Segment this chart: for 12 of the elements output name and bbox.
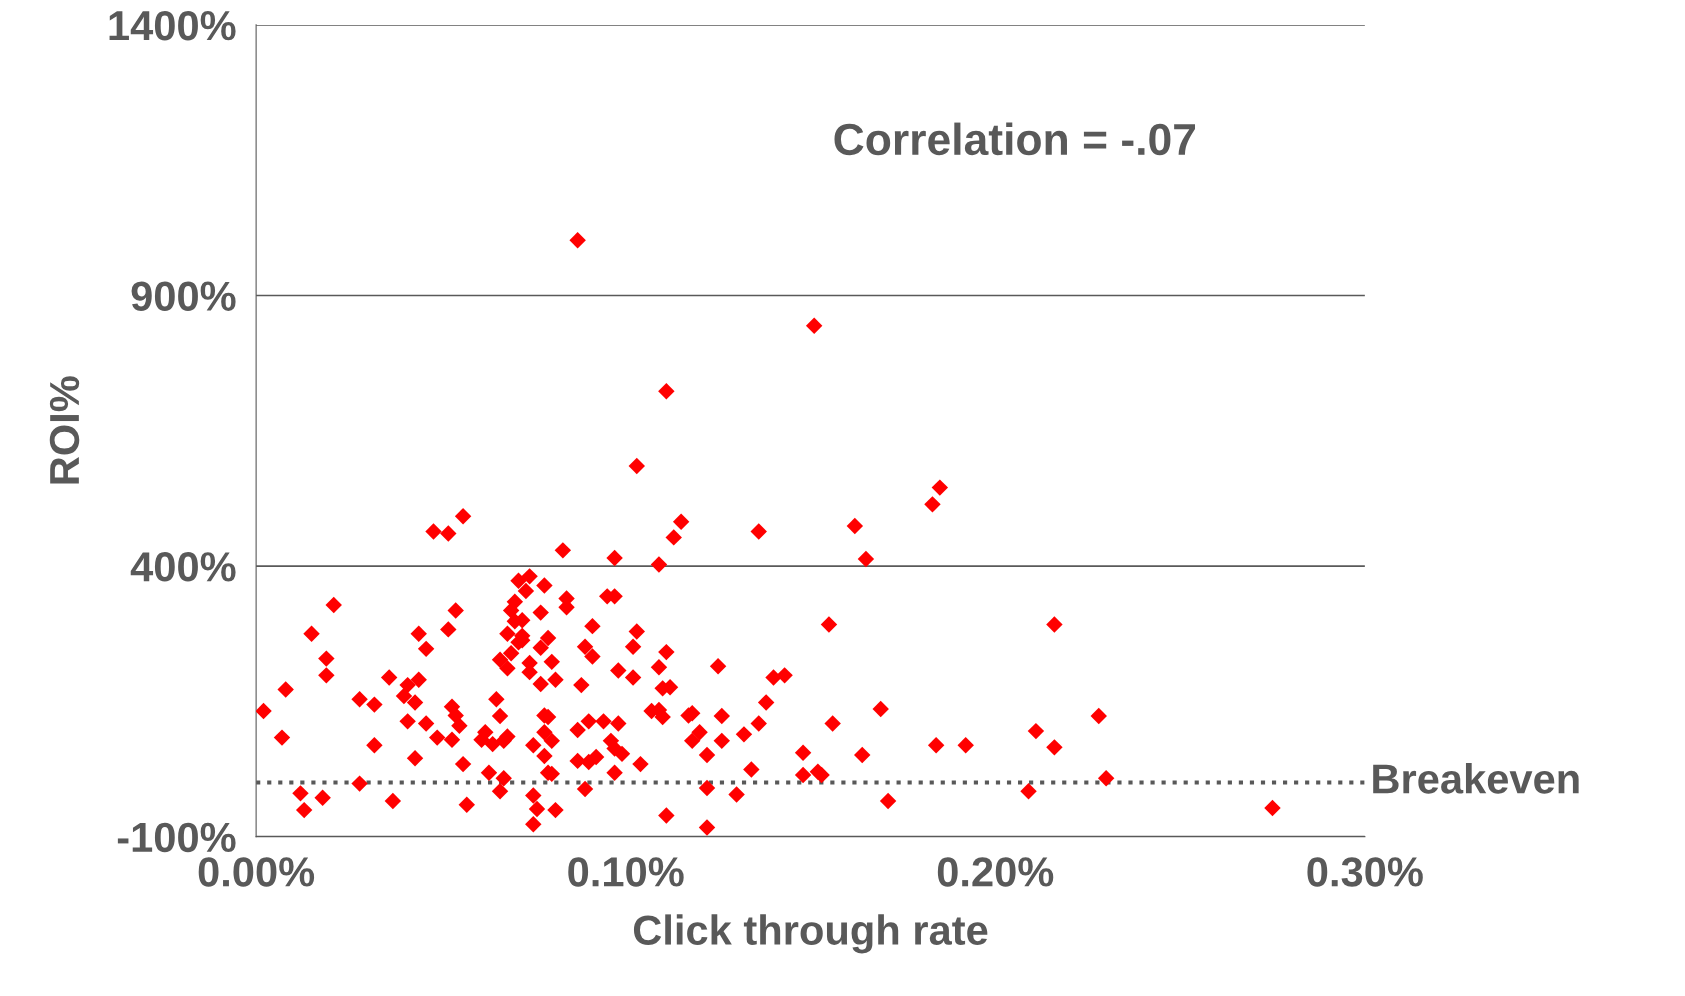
y-tick-label: 400%: [130, 552, 236, 582]
x-tick-label: 0.10%: [568, 857, 684, 887]
y-tick-label: 900%: [131, 281, 236, 311]
y-tick-label: -100%: [117, 822, 236, 853]
y-axis-title: ROI%: [49, 376, 80, 484]
x-axis-title: Click through rate: [633, 914, 988, 954]
x-tick-label: 0.20%: [937, 857, 1054, 887]
x-tick-label: 0.00%: [198, 857, 315, 887]
ref-line-label: Breakeven: [1373, 763, 1579, 794]
x-tick-label: 0.30%: [1307, 857, 1423, 887]
y-tick-label: 1400%: [109, 10, 236, 41]
annotation: Correlation = -.07: [834, 122, 1196, 156]
